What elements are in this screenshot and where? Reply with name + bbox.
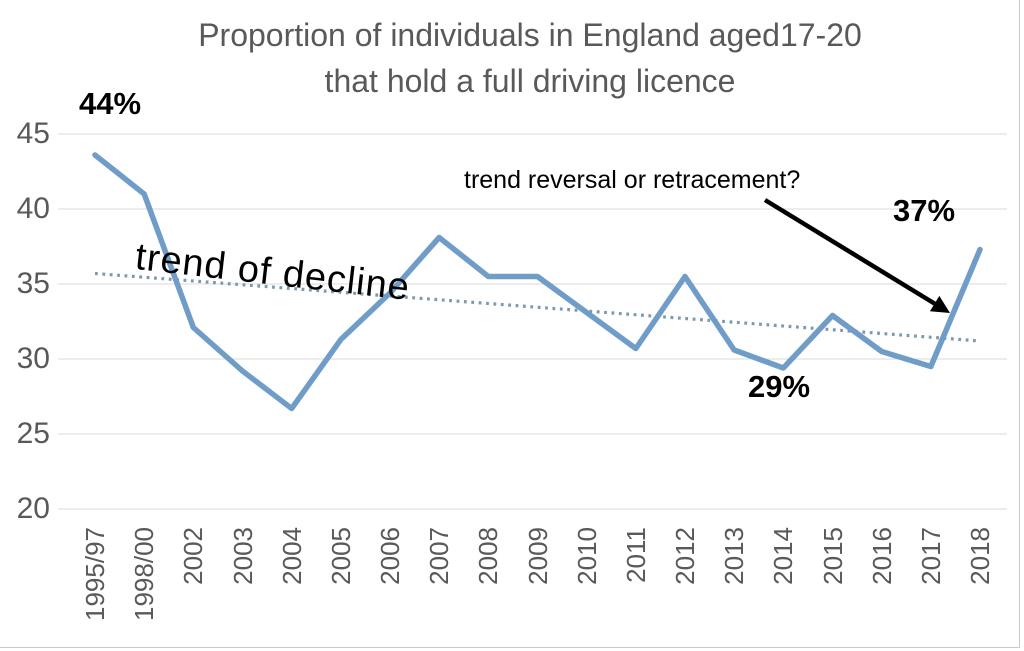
data-label-1995-97: 44% [79, 86, 142, 121]
chart-title-line1: Proportion of individuals in England age… [198, 17, 862, 53]
x-axis-tick-label: 2014 [768, 527, 799, 585]
x-axis-tick-label: 2006 [375, 527, 405, 585]
x-axis-tick-label: 2004 [276, 527, 307, 585]
y-axis-tick-label: 35 [16, 267, 50, 300]
x-axis-tick-label: 1998/00 [129, 527, 160, 621]
x-axis-tick-label: 2010 [571, 527, 602, 585]
y-axis-tick-label: 25 [16, 417, 50, 450]
x-axis-tick-label: 2015 [817, 527, 848, 585]
x-axis-tick-label: 2002 [178, 527, 209, 585]
x-axis-tick-label: 2012 [670, 527, 700, 585]
data-series-line [92, 152, 983, 412]
annotation-arrow-shaft [763, 198, 936, 306]
x-axis-tick-label: 1995/97 [80, 527, 110, 621]
y-axis-tick-label: 30 [16, 342, 50, 375]
trend-reversal-annotation: trend reversal or retracement? [464, 166, 801, 194]
x-axis-tick-label: 2013 [719, 527, 750, 585]
y-axis-tick-label: 40 [16, 192, 50, 225]
x-axis-tick-label: 2008 [473, 527, 504, 585]
x-axis-tick-label: 2017 [915, 527, 946, 585]
x-axis-tick-label: 2003 [227, 527, 258, 585]
y-axis-tick-label: 20 [16, 492, 50, 525]
chart-title: Proportion of individuals in England age… [30, 12, 1024, 104]
x-axis-tick-label: 2009 [522, 527, 553, 585]
x-axis-tick-label: 2011 [620, 527, 651, 583]
data-label-2014: 29% [748, 369, 811, 404]
data-label-2018: 37% [893, 193, 956, 228]
x-axis-tick-label: 2007 [424, 527, 455, 585]
x-axis-tick-label: 2016 [866, 527, 897, 585]
chart-title-line2: that hold a full driving licence [324, 63, 736, 99]
annotation-arrow-head [929, 295, 950, 313]
x-axis-tick-label: 2018 [965, 527, 995, 585]
x-axis-tick-label: 2005 [325, 527, 356, 585]
y-axis-tick-label: 45 [16, 117, 50, 150]
